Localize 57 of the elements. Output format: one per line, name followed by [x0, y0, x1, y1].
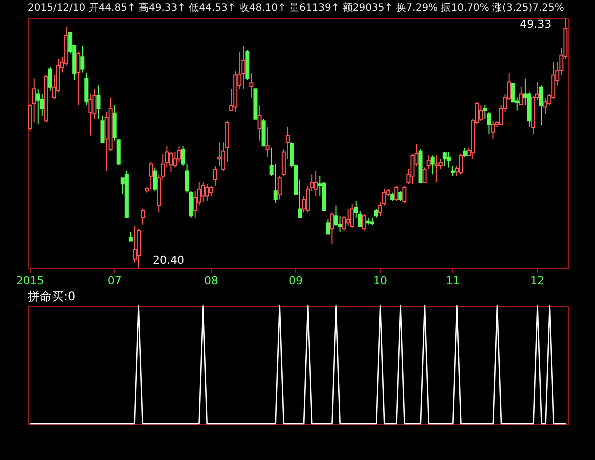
candlestick	[80, 45, 85, 74]
candlestick	[430, 155, 435, 176]
candlestick	[266, 126, 270, 158]
annotation: 20.40	[153, 254, 184, 267]
candlestick	[213, 166, 218, 186]
candlestick	[519, 86, 524, 106]
candlestick	[88, 94, 93, 136]
candlestick	[250, 73, 254, 98]
candlestick	[173, 152, 178, 168]
candlestick	[346, 208, 350, 228]
candlestick	[84, 73, 89, 106]
candlestick	[394, 185, 399, 202]
candlestick	[446, 152, 451, 168]
x-tick-label: 11	[446, 274, 460, 288]
candlestick	[330, 212, 334, 246]
x-tick-label: 08	[204, 274, 218, 288]
candlestick	[201, 182, 206, 203]
candlestick	[338, 216, 342, 234]
candlestick	[36, 88, 40, 126]
x-tick-label: 2015	[16, 274, 44, 288]
candlestick	[434, 155, 439, 183]
candlestick	[48, 67, 52, 92]
candlestick	[209, 185, 214, 197]
candlestick	[459, 153, 464, 176]
candlestick	[540, 85, 544, 126]
candlestick	[96, 85, 101, 120]
candlestick	[491, 120, 496, 140]
annotation: 49.33	[520, 18, 552, 31]
chart-title: 拼命买:0	[28, 289, 76, 304]
candlestick	[205, 184, 210, 202]
x-tick-label: 12	[530, 274, 545, 288]
x-tick-label: 07	[108, 274, 122, 288]
x-tick-label: 10	[374, 274, 388, 288]
candlestick	[350, 204, 354, 229]
candlestick	[76, 51, 81, 106]
candlestick	[402, 185, 407, 204]
candlestick	[326, 219, 330, 235]
candlestick	[104, 112, 109, 172]
candlestick	[274, 164, 278, 204]
candlestick	[463, 147, 468, 158]
candlestick	[217, 142, 222, 167]
candlestick	[362, 214, 366, 232]
candlestick	[479, 105, 484, 122]
candlestick	[398, 190, 403, 202]
candlestick	[242, 45, 246, 90]
candlestick	[442, 152, 447, 167]
candlestick	[278, 176, 282, 200]
candlestick	[258, 105, 262, 142]
candlestick	[544, 98, 548, 115]
candlestick	[141, 208, 146, 226]
candlestick	[450, 166, 455, 177]
candlestick	[153, 167, 158, 192]
candlestick	[100, 115, 105, 144]
candlestick	[314, 170, 318, 197]
candlestick	[149, 162, 154, 190]
x-tick-label: 09	[288, 274, 303, 288]
chart-subtitle: 2015/12/10 开44.85↑ 高49.33↑ 低44.53↑ 收48.10↑ 量61139↑ 额29035↑ 换7.29% 振10.70% 涨(3.25)7.25%	[28, 2, 564, 14]
